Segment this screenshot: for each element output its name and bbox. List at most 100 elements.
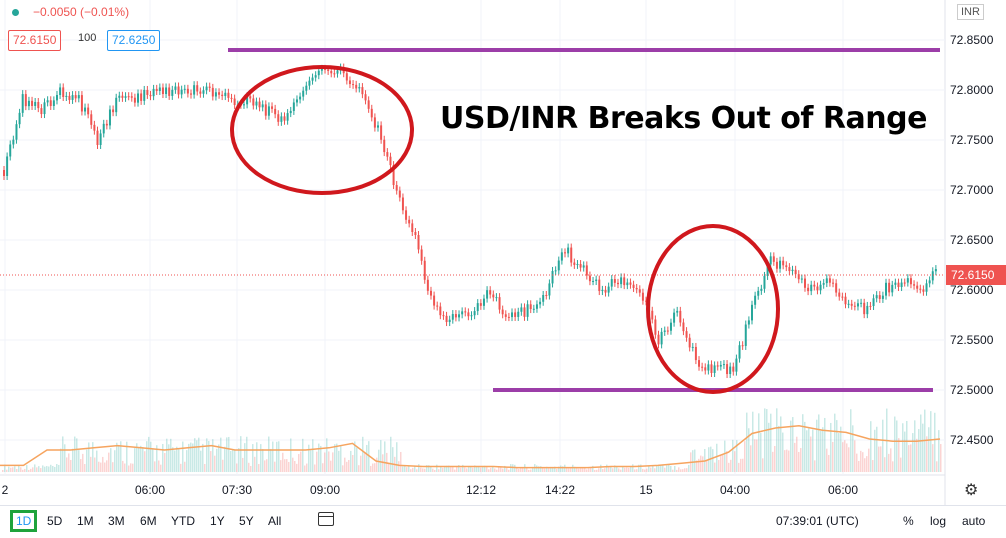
- volume-bar: [794, 442, 796, 472]
- volume-bar: [72, 448, 74, 472]
- range-all-button[interactable]: All: [268, 514, 282, 528]
- candle-body: [218, 92, 221, 95]
- volume-bar: [486, 467, 488, 472]
- volume-bar: [104, 462, 106, 472]
- volume-bar: [418, 464, 420, 472]
- range-5d-button[interactable]: 5D: [47, 514, 63, 528]
- volume-bar: [894, 416, 896, 472]
- volume-bar: [440, 466, 442, 472]
- volume-bar: [198, 437, 200, 472]
- volume-bar: [732, 439, 734, 472]
- volume-bar: [368, 441, 370, 472]
- volume-bar: [302, 438, 304, 472]
- volume-bar: [208, 440, 210, 472]
- candle-body: [380, 125, 383, 140]
- last-price-badge: [946, 265, 1006, 285]
- candle-body: [532, 308, 535, 310]
- candle-body: [638, 289, 641, 293]
- volume-bar: [146, 441, 148, 472]
- candle-body: [183, 88, 186, 90]
- candle-body: [567, 247, 570, 254]
- volume-bar: [274, 461, 276, 472]
- candle-body: [140, 93, 143, 101]
- volume-bar: [934, 412, 936, 472]
- candle-body: [330, 70, 333, 74]
- candle-body: [545, 295, 548, 297]
- candle-body: [585, 265, 588, 276]
- volume-bar: [662, 464, 664, 472]
- volume-bar: [286, 459, 288, 472]
- volume-bar: [860, 450, 862, 472]
- candle-body: [479, 303, 482, 306]
- volume-bar: [812, 429, 814, 472]
- volume-bar: [300, 451, 302, 472]
- volume-bar: [296, 463, 298, 472]
- candle-body: [523, 307, 526, 317]
- candle-body: [289, 110, 292, 114]
- bid-price-button[interactable]: 72.6150: [8, 30, 62, 51]
- y-tick-label: 72.5000: [950, 383, 994, 397]
- volume-bar: [174, 450, 176, 472]
- candle-body: [43, 102, 46, 115]
- candle-body: [333, 73, 336, 75]
- volume-bar: [196, 440, 198, 472]
- volume-bar: [582, 468, 584, 472]
- range-ytd-button[interactable]: YTD: [171, 514, 195, 528]
- candle-body: [885, 282, 888, 296]
- volume-bar: [128, 465, 130, 472]
- volume-bar: [30, 468, 32, 472]
- candle-body: [9, 144, 12, 157]
- candle-body: [679, 310, 682, 323]
- range-1m-button[interactable]: 1M: [77, 514, 94, 528]
- volume-bar: [668, 464, 670, 472]
- volume-bar: [650, 467, 652, 472]
- volume-bar: [612, 468, 614, 472]
- volume-bar: [242, 457, 244, 472]
- auto-toggle[interactable]: auto: [962, 514, 986, 528]
- volume-bar: [768, 422, 770, 472]
- volume-bar: [240, 436, 242, 472]
- log-toggle[interactable]: log: [930, 514, 947, 528]
- volume-bar: [256, 442, 258, 472]
- candle-body: [274, 108, 277, 115]
- settings-gear-icon[interactable]: ⚙: [964, 482, 979, 499]
- volume-bar: [392, 447, 394, 472]
- calendar-icon[interactable]: [318, 512, 334, 526]
- volume-bar: [216, 448, 218, 472]
- volume-bar: [448, 465, 450, 472]
- volume-bar: [410, 469, 412, 472]
- x-tick-label: 12:12: [466, 483, 496, 497]
- ask-price-button[interactable]: 72.6250: [107, 30, 161, 51]
- volume-bar: [734, 451, 736, 472]
- volume-bar: [456, 467, 458, 472]
- volume-bar: [288, 461, 290, 472]
- volume-bar: [810, 436, 812, 472]
- range-1y-button[interactable]: 1Y: [210, 514, 225, 528]
- range-1d-button[interactable]: 1D: [10, 510, 38, 532]
- range-3m-button[interactable]: 3M: [108, 514, 125, 528]
- volume-bar: [618, 468, 620, 472]
- candle-body: [772, 256, 775, 262]
- volume-bar: [122, 460, 124, 472]
- volume-bar: [788, 450, 790, 472]
- candle-body: [208, 86, 211, 88]
- volume-bar: [654, 468, 656, 472]
- candle-body: [866, 305, 869, 315]
- percent-toggle[interactable]: %: [903, 514, 914, 528]
- volume-bar: [262, 448, 264, 472]
- candle-body: [442, 315, 445, 317]
- volume-bar: [50, 464, 52, 472]
- chart-annotation-headline: USD/INR Breaks Out of Range: [440, 101, 927, 136]
- volume-bar: [606, 464, 608, 472]
- volume-bar: [252, 444, 254, 472]
- candle-body: [763, 275, 766, 289]
- candle-body: [305, 85, 308, 91]
- candle-body: [314, 75, 317, 78]
- volume-bar: [544, 468, 546, 472]
- range-5y-button[interactable]: 5Y: [239, 514, 254, 528]
- price-chart[interactable]: 72.4500 72.5000 72.5500 72.6000 72.6500 72.70…: [0, 0, 1006, 505]
- candle-body: [807, 287, 810, 292]
- candle-body: [3, 170, 5, 176]
- volume-bar: [232, 449, 234, 472]
- range-6m-button[interactable]: 6M: [140, 514, 157, 528]
